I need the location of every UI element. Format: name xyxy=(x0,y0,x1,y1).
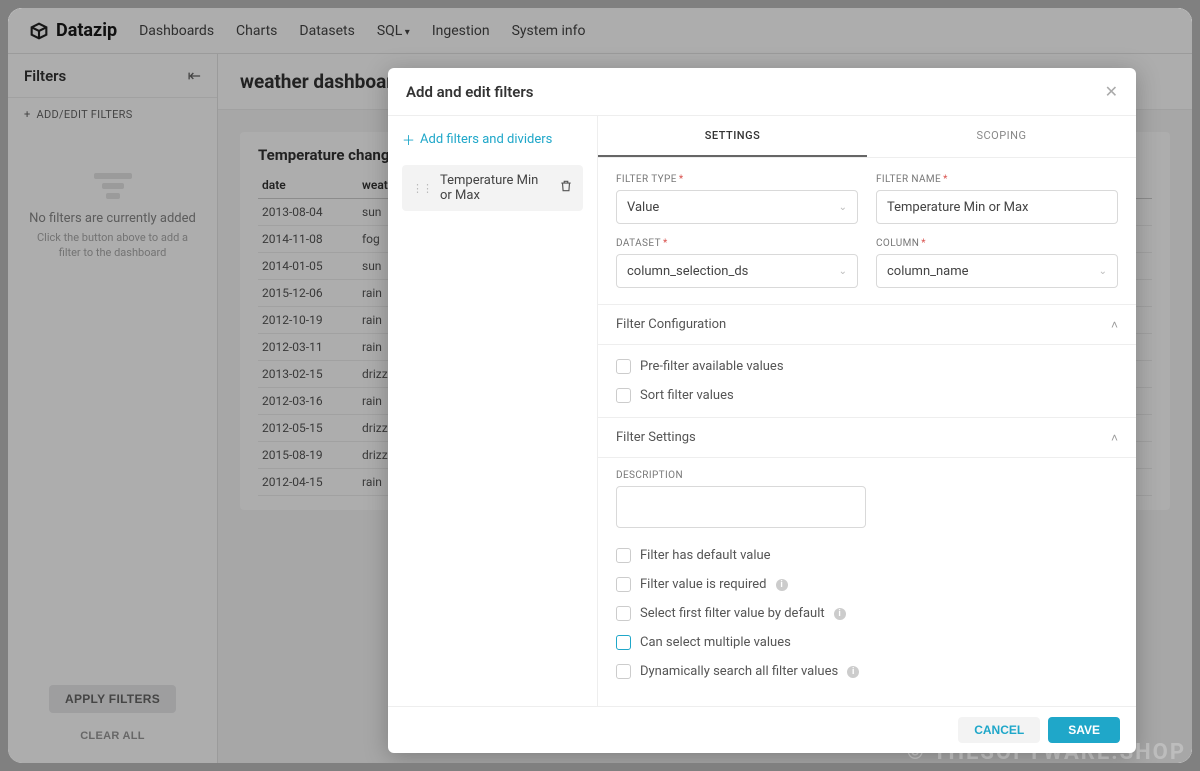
input-filter-name-value: Temperature Min or Max xyxy=(887,200,1029,215)
plus-icon: ＋ xyxy=(402,130,415,149)
tab-settings[interactable]: SETTINGS xyxy=(598,116,867,157)
checkbox-icon xyxy=(616,664,631,679)
checkbox-icon xyxy=(616,635,631,650)
filter-chip-label: Temperature Min or Max xyxy=(440,173,551,203)
select-filter-type-value: Value xyxy=(627,200,659,215)
tabs: SETTINGS SCOPING xyxy=(598,116,1136,158)
add-filters-link[interactable]: ＋ Add filters and dividers xyxy=(402,130,583,149)
checkbox-icon xyxy=(616,606,631,621)
modal-foot: CANCEL SAVE xyxy=(388,706,1136,753)
checkbox-icon xyxy=(616,359,631,374)
select-dataset[interactable]: column_selection_ds ⌄ xyxy=(616,254,858,288)
checkbox-icon xyxy=(616,388,631,403)
label-description: DESCRIPTION xyxy=(616,470,1118,481)
modal-right-panel: SETTINGS SCOPING FILTER TYPE* Value ⌄ FI… xyxy=(598,116,1136,706)
textarea-description[interactable] xyxy=(616,486,866,528)
app-window: Datazip Dashboards Charts Datasets SQL I… xyxy=(8,8,1192,763)
check-prefilter[interactable]: Pre-filter available values xyxy=(616,359,1118,374)
chevron-down-icon: ⌄ xyxy=(839,266,847,277)
filter-config-label: Filter Configuration xyxy=(616,317,726,332)
filter-chip[interactable]: ⋮⋮ Temperature Min or Max xyxy=(402,165,583,211)
modal-left-panel: ＋ Add filters and dividers ⋮⋮ Temperatur… xyxy=(388,116,598,706)
filter-config-checks: Pre-filter available values Sort filter … xyxy=(598,345,1136,417)
info-icon: i xyxy=(776,579,788,591)
cancel-button[interactable]: CANCEL xyxy=(958,717,1040,743)
field-dataset: DATASET* column_selection_ds ⌄ xyxy=(616,238,858,288)
modal-head: Add and edit filters ✕ xyxy=(388,68,1136,116)
check-select-first[interactable]: Select first filter value by defaulti xyxy=(616,606,1118,621)
chevron-down-icon: ⌄ xyxy=(839,202,847,213)
label-column: COLUMN* xyxy=(876,238,1118,249)
close-icon[interactable]: ✕ xyxy=(1105,82,1118,101)
select-column-value: column_name xyxy=(887,264,969,279)
field-column: COLUMN* column_name ⌄ xyxy=(876,238,1118,288)
select-filter-type[interactable]: Value ⌄ xyxy=(616,190,858,224)
filter-settings-section-head[interactable]: Filter Settings ˄ xyxy=(598,417,1136,458)
drag-handle-icon[interactable]: ⋮⋮ xyxy=(412,182,432,195)
modal-body: ＋ Add filters and dividers ⋮⋮ Temperatur… xyxy=(388,116,1136,706)
checkbox-icon xyxy=(616,577,631,592)
field-filter-name: FILTER NAME* Temperature Min or Max xyxy=(876,174,1118,224)
description-block: DESCRIPTION xyxy=(598,458,1136,544)
check-dynamic[interactable]: Dynamically search all filter valuesi xyxy=(616,664,1118,679)
filter-modal: Add and edit filters ✕ ＋ Add filters and… xyxy=(388,68,1136,753)
form-grid: FILTER TYPE* Value ⌄ FILTER NAME* Temper… xyxy=(598,158,1136,304)
check-multiple[interactable]: Can select multiple values xyxy=(616,635,1118,650)
filter-settings-checks: Filter has default value Filter value is… xyxy=(598,544,1136,693)
save-button[interactable]: SAVE xyxy=(1048,717,1120,743)
chevron-down-icon: ⌄ xyxy=(1099,266,1107,277)
chevron-up-icon: ˄ xyxy=(1111,431,1118,445)
checkbox-icon xyxy=(616,548,631,563)
info-icon: i xyxy=(847,666,859,678)
trash-icon[interactable] xyxy=(559,179,573,197)
field-filter-type: FILTER TYPE* Value ⌄ xyxy=(616,174,858,224)
check-has-default[interactable]: Filter has default value xyxy=(616,548,1118,563)
label-filter-name: FILTER NAME* xyxy=(876,174,1118,185)
check-sort[interactable]: Sort filter values xyxy=(616,388,1118,403)
select-column[interactable]: column_name ⌄ xyxy=(876,254,1118,288)
label-filter-type: FILTER TYPE* xyxy=(616,174,858,185)
tab-scoping[interactable]: SCOPING xyxy=(867,116,1136,157)
check-required[interactable]: Filter value is requiredi xyxy=(616,577,1118,592)
select-dataset-value: column_selection_ds xyxy=(627,264,748,279)
label-dataset: DATASET* xyxy=(616,238,858,249)
info-icon: i xyxy=(834,608,846,620)
modal-title: Add and edit filters xyxy=(406,83,534,101)
add-filters-label: Add filters and dividers xyxy=(420,132,552,147)
chevron-up-icon: ˄ xyxy=(1111,318,1118,332)
filter-config-section-head[interactable]: Filter Configuration ˄ xyxy=(598,304,1136,345)
input-filter-name[interactable]: Temperature Min or Max xyxy=(876,190,1118,224)
filter-settings-label: Filter Settings xyxy=(616,430,696,445)
